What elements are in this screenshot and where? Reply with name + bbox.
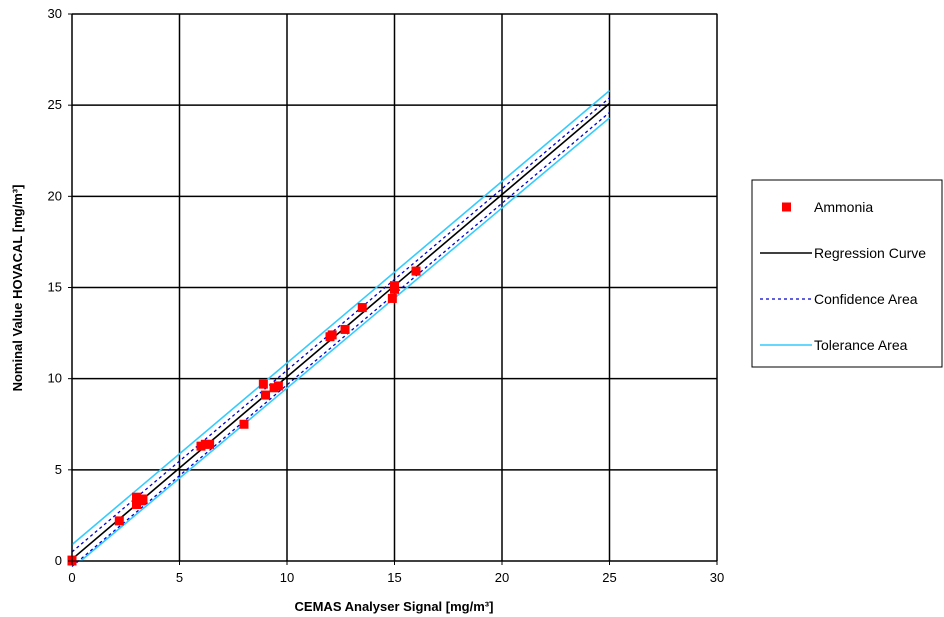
x-axis-title: CEMAS Analyser Signal [mg/m³] [295, 599, 494, 614]
y-tick-label: 0 [55, 553, 62, 568]
y-tick-label: 30 [48, 6, 62, 21]
y-tick-label: 20 [48, 188, 62, 203]
legend-label: Tolerance Area [814, 337, 908, 353]
series-line-bound-5 [80, 117, 611, 562]
x-tick-label: 25 [602, 570, 616, 585]
x-axis-ticks: 0 5 10 15 20 25 30 [68, 561, 724, 585]
x-tick-label: 0 [68, 570, 75, 585]
y-tick-label: 10 [48, 371, 62, 386]
data-point [411, 266, 421, 276]
y-tick-label: 15 [48, 280, 62, 295]
data-point [357, 303, 367, 313]
y-tick-label: 25 [48, 97, 62, 112]
x-tick-label: 15 [387, 570, 401, 585]
series-line-tolerance-area [71, 89, 611, 546]
x-tick-label: 10 [280, 570, 294, 585]
legend: Ammonia Regression Curve Confidence Area To… [751, 179, 943, 368]
data-point [390, 281, 399, 291]
x-tick-label: 5 [176, 570, 183, 585]
legend-marker-ammonia [782, 202, 791, 212]
x-tick-label: 30 [710, 570, 724, 585]
data-point [327, 330, 337, 340]
x-tick-label: 20 [495, 570, 509, 585]
data-point [261, 390, 270, 400]
y-axis-ticks: 0 5 10 15 20 25 30 [48, 6, 72, 568]
data-point [258, 379, 268, 389]
data-point [114, 516, 124, 526]
legend-label: Confidence Area [814, 291, 918, 307]
data-point [138, 494, 148, 504]
y-axis-title: Nominal Value HOVACAL [mg/m³] [10, 185, 25, 392]
data-point [205, 439, 215, 449]
legend-label: Ammonia [814, 199, 873, 215]
data-point [239, 419, 249, 429]
data-point [273, 381, 283, 391]
data-point [387, 293, 397, 303]
y-tick-label: 5 [55, 462, 62, 477]
legend-label: Regression Curve [814, 245, 926, 261]
data-point [340, 324, 350, 334]
